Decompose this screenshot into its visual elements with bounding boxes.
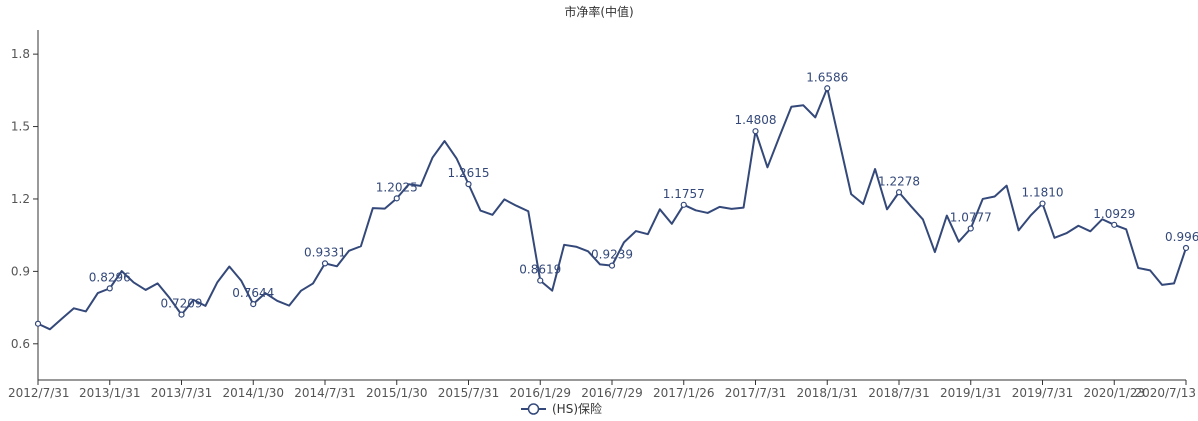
y-tick-label: 1.5	[11, 120, 30, 134]
data-label: 1.1757	[663, 187, 705, 201]
x-tick-label: 2017/1/26	[653, 386, 715, 400]
data-point[interactable]	[752, 128, 759, 135]
axes: 0.6 0.9 1.2 1.5 1.8 2012/7/31 2013/1/31 2013/7/…	[8, 30, 1196, 400]
data-point[interactable]	[321, 260, 329, 267]
data-label: 0.7209	[161, 297, 203, 311]
x-tick-label: 2013/1/31	[79, 386, 141, 400]
x-tick-label: 2020/7/13	[1134, 386, 1196, 400]
y-tick-label: 0.6	[11, 337, 30, 351]
y-tick-label: 1.8	[11, 47, 30, 61]
x-tick-label: 2019/1/31	[940, 386, 1002, 400]
x-tick-label: 2015/7/31	[438, 386, 500, 400]
data-points	[34, 85, 1190, 327]
x-tick-label: 2018/1/31	[796, 386, 858, 400]
series-line-layer	[37, 87, 1187, 331]
y-tick-label: 1.2	[11, 192, 30, 206]
x-tick-label: 2014/7/31	[294, 386, 356, 400]
chart-title: 市净率(中值)	[564, 4, 633, 19]
data-label: 1.2025	[376, 180, 418, 194]
data-point[interactable]	[824, 85, 831, 92]
data-point[interactable]	[537, 277, 544, 284]
data-point[interactable]	[895, 189, 903, 196]
data-label: 0.7644	[232, 286, 274, 300]
data-point[interactable]	[1111, 221, 1118, 228]
data-point[interactable]	[680, 201, 687, 208]
data-label: 1.4808	[735, 113, 777, 127]
x-tick-label: 2013/7/31	[151, 386, 213, 400]
data-point[interactable]	[393, 195, 400, 202]
data-label: 0.8296	[89, 270, 131, 284]
data-label: 1.0777	[950, 210, 992, 224]
x-tick-label: 2015/1/30	[366, 386, 428, 400]
data-point[interactable]	[608, 262, 616, 269]
data-label: 1.1810	[1022, 186, 1064, 200]
y-tick-label: 0.9	[11, 264, 30, 278]
legend[interactable]: (HS)保险	[521, 401, 602, 416]
x-tick-label: 2012/7/31	[8, 386, 70, 400]
data-point[interactable]	[967, 225, 974, 232]
data-label: 1.2278	[878, 174, 920, 188]
data-label: 0.8619	[519, 263, 561, 277]
x-tick-label: 2017/7/31	[725, 386, 787, 400]
data-label: 0.9331	[304, 245, 346, 259]
data-point[interactable]	[465, 181, 472, 188]
data-point[interactable]	[34, 320, 42, 327]
data-label: 0.9239	[591, 248, 633, 262]
data-label: 1.6586	[806, 70, 848, 84]
data-label: 1.0929	[1093, 207, 1135, 221]
data-point[interactable]	[1039, 200, 1046, 207]
data-label: 0.9969	[1165, 230, 1198, 244]
x-tick-label: 2019/7/31	[1012, 386, 1074, 400]
data-point[interactable]	[178, 311, 185, 318]
x-tick-label: 2020/1/23	[1083, 386, 1145, 400]
legend-label: (HS)保险	[552, 401, 602, 416]
x-tick-label: 2016/1/29	[509, 386, 571, 400]
x-tick-label: 2018/7/31	[868, 386, 930, 400]
series-line	[37, 87, 1187, 331]
data-labels: 0.8296 0.7209 0.7644 0.9331 1.2025 1.2615 0.86…	[89, 70, 1198, 310]
x-tick-label: 2016/7/29	[581, 386, 643, 400]
x-tick-label: 2014/1/30	[222, 386, 284, 400]
data-point[interactable]	[106, 285, 113, 292]
legend-circle-icon	[527, 403, 540, 415]
data-point[interactable]	[1182, 244, 1190, 252]
data-label: 1.2615	[448, 166, 490, 180]
data-point[interactable]	[250, 301, 257, 308]
